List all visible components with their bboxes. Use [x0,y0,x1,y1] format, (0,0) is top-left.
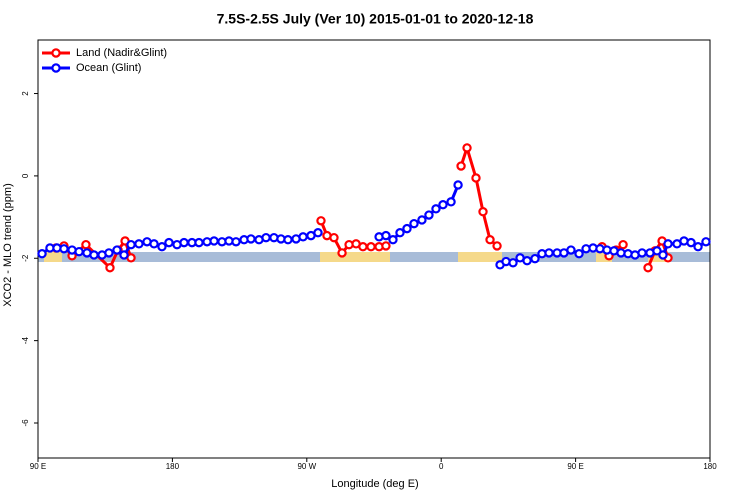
land-strip [44,252,62,262]
point [462,143,472,153]
point [381,241,391,251]
point [446,197,456,207]
point [358,242,368,252]
y-axis-label: XCO2 - MLO trend (ppm) [2,183,14,306]
y-tick-label: -2 [21,254,30,262]
point [652,246,662,256]
y-tick-label: -4 [21,337,30,345]
point [337,248,347,258]
plot-frame [37,39,711,459]
legend-marker [51,63,61,73]
x-tick-label: 180 [703,462,717,471]
y-tick-label: -6 [21,419,30,427]
point [298,232,308,242]
point [105,263,115,273]
point [686,237,696,248]
point [134,239,144,249]
point [701,237,711,247]
point [663,239,673,249]
point [618,239,628,250]
point [179,237,189,248]
surface-strip [38,252,710,262]
point [164,237,174,248]
point [530,253,540,264]
point [485,235,495,245]
point [456,161,466,171]
point [81,239,91,250]
point [231,237,241,247]
point [453,180,463,190]
point [544,248,554,258]
point [431,204,441,214]
point [149,239,159,249]
land-strip [320,252,390,262]
legend-marker [51,48,61,58]
point [104,248,114,258]
point [693,242,703,252]
point [471,173,481,183]
point [37,249,47,259]
land-strip [458,252,502,262]
x-tick-label: 90 E [30,462,46,471]
x-tick-label: 90 W [297,462,316,471]
x-tick-label: 90 E [567,462,583,471]
point [424,210,434,220]
point [209,236,219,246]
point [59,244,69,254]
point [574,249,584,259]
land-strip [648,252,668,262]
point [261,232,271,243]
land-strip [596,252,612,262]
point [417,215,427,225]
point [658,250,668,260]
point [157,242,167,252]
x-tick-label: 0 [439,462,444,471]
point [89,250,99,260]
point [402,223,412,234]
point [438,200,448,210]
point [313,228,323,238]
point [119,250,129,260]
point [388,235,398,245]
legend-label: Ocean (Glint) [76,62,141,74]
x-tick-label: 180 [166,462,180,471]
y-tick-label: 2 [21,91,30,96]
point [246,234,256,244]
point [194,237,204,248]
point [492,241,502,251]
point [522,256,532,266]
point [478,207,488,217]
point [112,245,122,255]
point [643,263,653,273]
point [381,230,391,241]
point [409,218,419,229]
point [395,228,405,238]
point [566,245,576,255]
legend-label: Land (Nadir&Glint) [76,47,167,59]
point [316,216,326,226]
y-tick-label: 0 [21,173,30,178]
point [74,246,84,257]
legend: Land (Nadir&Glint) Ocean (Glint) [42,47,167,74]
point [508,258,518,268]
point [366,242,376,252]
chart-title: 7.5S-2.5S July (Ver 10) 2015-01-01 to 20… [217,11,534,27]
point [329,232,339,243]
point [637,248,647,258]
point [283,235,293,245]
x-axis-label: Longitude (deg E) [331,478,418,490]
point [126,239,136,250]
